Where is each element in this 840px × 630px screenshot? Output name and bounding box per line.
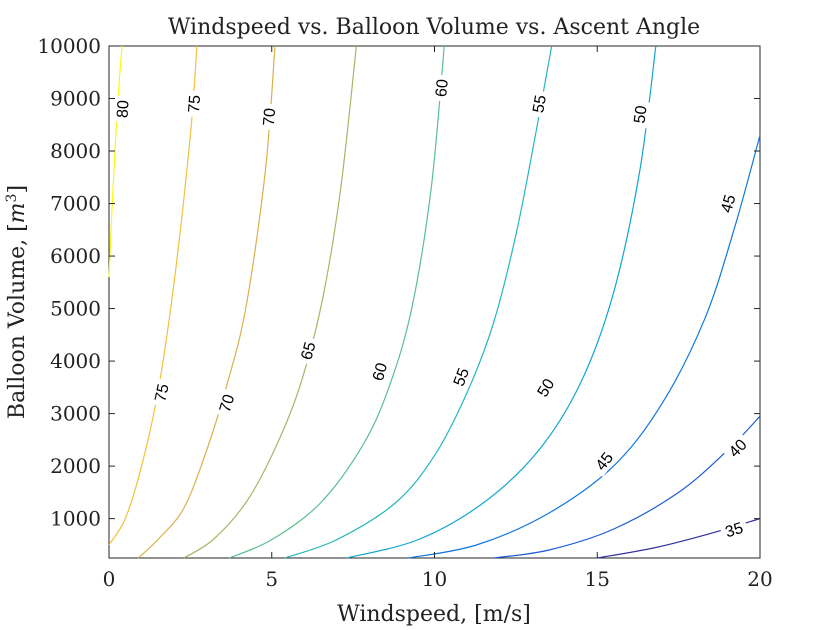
y-tick-label: 8000 bbox=[50, 139, 101, 163]
y-tick-label: 6000 bbox=[50, 244, 101, 268]
contour-label: 70 bbox=[217, 392, 239, 414]
y-tick-label: 10000 bbox=[37, 34, 101, 58]
x-tick-label: 5 bbox=[265, 567, 278, 591]
contour-label: 50 bbox=[535, 376, 559, 400]
contour-label: 45 bbox=[718, 193, 739, 215]
contour-line-50 bbox=[346, 45, 657, 559]
y-tick-label: 9000 bbox=[50, 87, 101, 111]
y-axis-label-unit: m bbox=[5, 202, 30, 223]
contour-line-70 bbox=[137, 45, 276, 559]
contour-label-bg bbox=[112, 95, 132, 123]
contour-label-bg bbox=[258, 103, 279, 131]
x-axis-label: Windspeed, [m/s] bbox=[337, 602, 531, 627]
contour-line-80 bbox=[108, 45, 123, 278]
contour-line-65 bbox=[183, 45, 357, 559]
contour-label: 75 bbox=[152, 382, 172, 403]
contour-label-bg bbox=[213, 388, 239, 419]
contour-label-bg bbox=[721, 432, 753, 464]
y-tick-label: 3000 bbox=[50, 402, 101, 426]
contour-label-bg bbox=[366, 356, 392, 387]
contour-label-bg bbox=[430, 74, 452, 102]
contour-label-bg bbox=[588, 445, 619, 477]
contour-label: 70 bbox=[261, 107, 279, 126]
contour-label: 55 bbox=[530, 94, 550, 115]
contour-label-bg bbox=[183, 90, 204, 118]
contour-label-bg bbox=[527, 89, 550, 119]
contour-line-55 bbox=[284, 45, 553, 559]
y-tick-label: 7000 bbox=[50, 192, 101, 216]
y-tick-label: 1000 bbox=[50, 507, 101, 531]
contour-label: 65 bbox=[298, 340, 319, 362]
contour-label-bg bbox=[447, 361, 474, 393]
y-tick-label: 4000 bbox=[50, 349, 101, 373]
y-axis-ticks: 1000 2000 3000 4000 5000 6000 7000 8000 9000 1000… bbox=[37, 34, 760, 531]
contour-lines bbox=[108, 45, 761, 559]
contour-label-bg bbox=[628, 100, 651, 129]
contour-line-60 bbox=[229, 45, 445, 559]
chart-title: Windspeed vs. Balloon Volume vs. Ascent … bbox=[168, 15, 700, 40]
x-axis-ticks: 0 5 10 15 20 bbox=[103, 46, 773, 591]
y-axis-label-close: ] bbox=[5, 185, 30, 194]
contour-label-bg bbox=[149, 377, 173, 408]
contour-label-bg bbox=[295, 335, 320, 366]
contour-label: 75 bbox=[186, 94, 204, 113]
y-axis-label-exponent: 3 bbox=[4, 194, 20, 203]
contour-line-45 bbox=[408, 135, 761, 559]
contour-label-bg bbox=[715, 188, 740, 219]
contour-label: 60 bbox=[370, 361, 391, 383]
contour-label-bg bbox=[718, 516, 750, 542]
contour-label: 80 bbox=[114, 100, 132, 119]
y-axis-label: Balloon Volume, [m3] bbox=[4, 185, 30, 419]
contour-label-bg bbox=[530, 371, 560, 404]
x-tick-label: 15 bbox=[585, 567, 610, 591]
x-tick-label: 0 bbox=[103, 567, 116, 591]
x-tick-label: 10 bbox=[422, 567, 447, 591]
contour-label: 60 bbox=[433, 78, 452, 97]
plot-area bbox=[108, 45, 761, 559]
contour-label: 35 bbox=[723, 520, 745, 541]
y-tick-label: 5000 bbox=[50, 297, 101, 321]
contour-label: 55 bbox=[451, 366, 473, 389]
y-axis-label-main: Balloon Volume, [ bbox=[5, 223, 30, 419]
y-tick-label: 2000 bbox=[50, 454, 101, 478]
x-tick-label: 20 bbox=[747, 567, 772, 591]
contour-line-75 bbox=[108, 45, 198, 546]
contour-label: 50 bbox=[631, 105, 650, 125]
